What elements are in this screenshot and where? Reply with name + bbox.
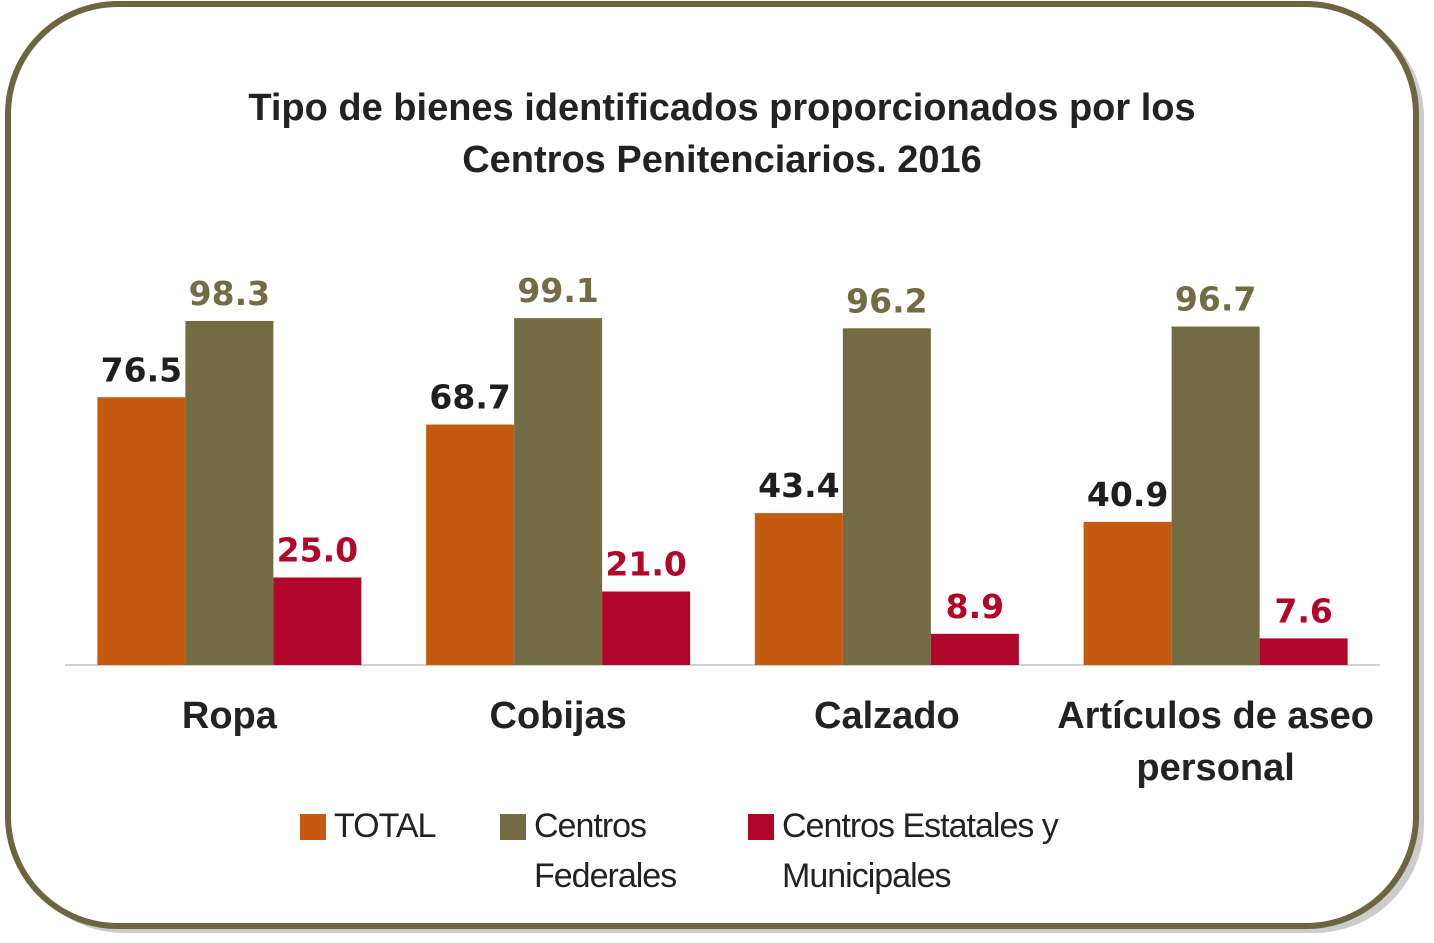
x-tick-label: Artículos de aseo personal bbox=[1057, 695, 1374, 789]
data-label: 96.2 bbox=[846, 281, 927, 320]
data-label: 96.7 bbox=[1175, 280, 1256, 319]
legend-label: TOTAL bbox=[334, 807, 436, 845]
x-tick-label: Ropa bbox=[181, 695, 277, 737]
x-tick-label: Calzado bbox=[814, 695, 960, 737]
legend-swatch bbox=[500, 814, 526, 840]
bar bbox=[185, 320, 274, 665]
data-label: 98.3 bbox=[189, 274, 270, 313]
legend-label: Centros Federales bbox=[534, 807, 677, 895]
bar bbox=[930, 633, 1019, 665]
data-label: 99.1 bbox=[517, 271, 598, 310]
bar bbox=[754, 513, 843, 665]
data-label: 21.0 bbox=[605, 545, 686, 584]
data-label: 40.9 bbox=[1087, 475, 1168, 514]
bar bbox=[514, 318, 603, 665]
data-label: 43.4 bbox=[758, 466, 839, 505]
legend-swatch bbox=[748, 814, 774, 840]
bar bbox=[1259, 638, 1348, 665]
chart-title: Tipo de bienes identificados proporciona… bbox=[248, 87, 1196, 181]
x-tick-label: Cobijas bbox=[489, 695, 627, 737]
bar bbox=[1171, 326, 1260, 665]
data-label: 25.0 bbox=[277, 531, 358, 570]
bar bbox=[97, 397, 186, 665]
legend-swatch bbox=[300, 814, 326, 840]
bar bbox=[426, 424, 515, 665]
data-label: 68.7 bbox=[429, 378, 510, 417]
bar bbox=[1083, 521, 1172, 665]
data-label: 76.5 bbox=[101, 350, 182, 389]
bar bbox=[602, 591, 691, 665]
legend-label: Centros Estatales y Municipales bbox=[782, 807, 1059, 895]
data-label: 7.6 bbox=[1274, 591, 1332, 630]
bar bbox=[842, 328, 931, 665]
frame-border bbox=[5, 1, 1419, 929]
bar bbox=[273, 577, 362, 665]
data-label: 8.9 bbox=[946, 587, 1004, 626]
